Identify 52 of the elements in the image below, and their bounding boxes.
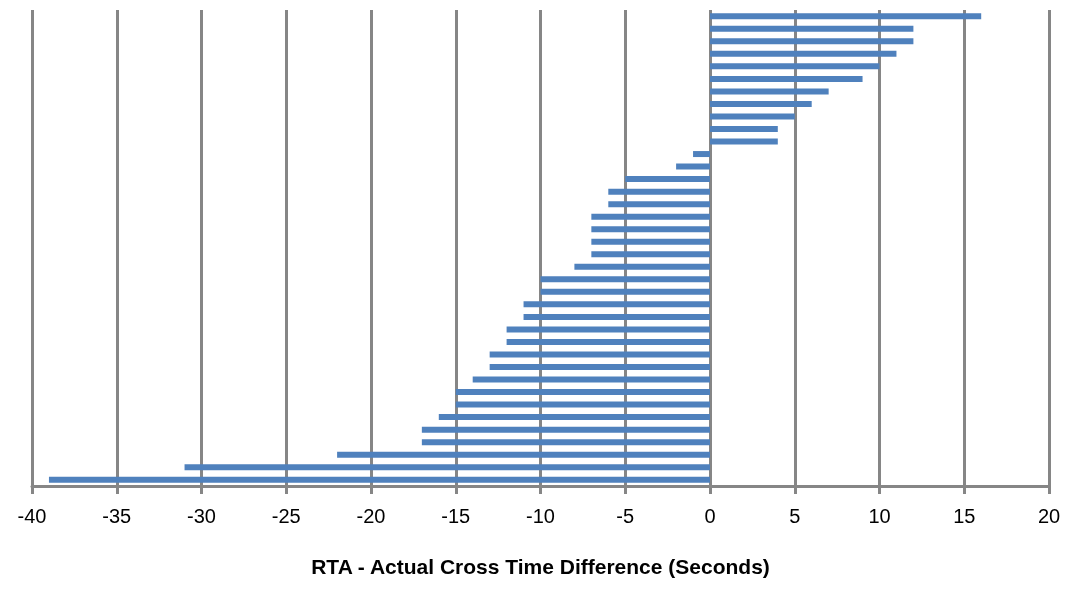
bar xyxy=(506,338,710,345)
x-tick-label: -15 xyxy=(441,505,471,527)
bar xyxy=(540,276,710,283)
x-tick-label: 0 xyxy=(704,505,716,527)
bar xyxy=(710,63,880,70)
bar xyxy=(591,213,710,220)
bar xyxy=(523,313,710,320)
bar xyxy=(523,301,710,308)
bar xyxy=(506,326,710,333)
bar xyxy=(337,451,710,458)
bar xyxy=(693,151,710,158)
bar xyxy=(472,376,710,383)
bar xyxy=(438,414,710,421)
bar xyxy=(574,263,710,270)
bar xyxy=(540,288,710,295)
bar xyxy=(710,100,812,107)
bar xyxy=(591,226,710,233)
bar xyxy=(710,13,982,20)
bar xyxy=(710,113,795,120)
bar xyxy=(625,176,710,183)
bar xyxy=(48,476,710,483)
bar xyxy=(710,138,778,145)
bar xyxy=(676,163,710,170)
bar xyxy=(710,38,914,45)
bar xyxy=(710,50,897,57)
bar xyxy=(591,238,710,245)
bar xyxy=(608,188,710,195)
bar xyxy=(455,389,710,396)
bar xyxy=(710,88,829,95)
bar xyxy=(710,75,863,82)
x-tick-label: -5 xyxy=(616,505,635,527)
x-axis-title: RTA - Actual Cross Time Difference (Seconds) xyxy=(311,555,770,578)
bar xyxy=(710,25,914,32)
bar xyxy=(710,126,778,132)
bar xyxy=(421,439,710,446)
x-tick-label: 10 xyxy=(868,505,891,527)
bar xyxy=(608,201,710,208)
x-tick-label: 15 xyxy=(953,505,976,527)
bar xyxy=(591,251,710,258)
bar xyxy=(184,464,710,471)
x-tick-label: 5 xyxy=(789,505,801,527)
x-tick-label: 20 xyxy=(1037,505,1061,527)
bar xyxy=(489,351,710,358)
x-tick-label: -25 xyxy=(271,505,301,527)
x-tick-label: -40 xyxy=(17,505,47,527)
bar xyxy=(455,401,710,408)
x-tick-label: -30 xyxy=(187,505,216,527)
x-tick-label: -35 xyxy=(102,505,132,527)
bar xyxy=(421,426,710,433)
x-tick-label: -20 xyxy=(356,505,386,527)
x-tick-label: -10 xyxy=(526,505,555,527)
bar xyxy=(489,364,710,370)
